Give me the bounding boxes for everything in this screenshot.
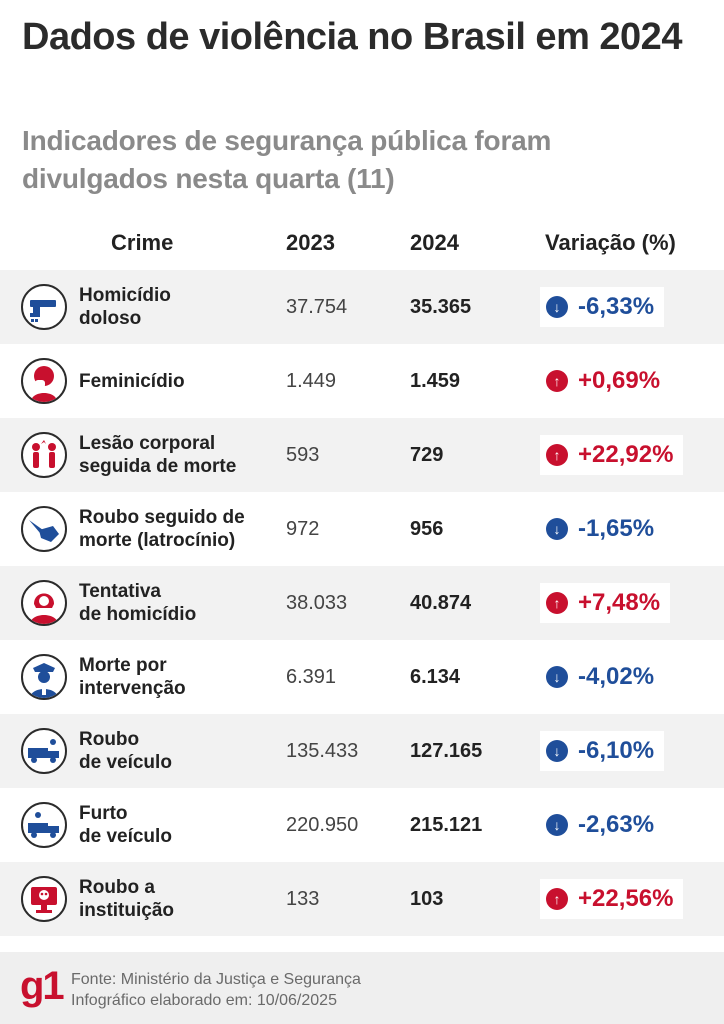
- variation-badge: ↑ +22,92%: [540, 435, 684, 475]
- police-officer-icon: [21, 654, 67, 700]
- table-row: Furto de veículo 220.950 215.121 ↓ -2,63%: [0, 788, 724, 862]
- crime-name: Roubo a instituição: [79, 877, 175, 921]
- table-row: Roubo a instituição 133 103 ↑ +22,56%: [0, 862, 724, 936]
- arrow-up-icon: ↑: [546, 888, 568, 910]
- value-2024: 729: [410, 443, 444, 466]
- variation-badge: ↓ -4,02%: [540, 657, 665, 697]
- truck-theft-icon: [21, 802, 67, 848]
- crime-name: Morte por intervenção: [79, 655, 186, 699]
- arrow-up-icon: ↑: [546, 370, 568, 392]
- variation-value: -6,33%: [578, 293, 655, 320]
- woman-icon: [21, 358, 67, 404]
- column-header-crime: Crime: [111, 230, 174, 255]
- column-header-2024: 2024: [410, 230, 459, 255]
- variation-badge: ↓ -1,65%: [540, 509, 665, 549]
- arrow-down-icon: ↓: [546, 814, 568, 836]
- value-2023: 220.950: [286, 813, 359, 836]
- value-2023: 133: [286, 887, 320, 910]
- value-2023: 38.033: [286, 591, 348, 614]
- variation-value: +22,56%: [578, 885, 674, 912]
- variation-badge: ↓ -2,63%: [540, 805, 665, 845]
- g1-logo: g1: [20, 964, 65, 1008]
- hooded-person-icon: [21, 580, 67, 626]
- crime-name: Feminicídio: [79, 370, 185, 392]
- value-2024: 1.459: [410, 369, 461, 392]
- variation-badge: ↑ +0,69%: [540, 361, 671, 401]
- variation-badge: ↑ +7,48%: [540, 583, 671, 623]
- page-subtitle: Indicadores de segurança pública foram d…: [22, 125, 552, 194]
- value-2024: 127.165: [410, 739, 483, 762]
- table-row: Feminicídio 1.449 1.459 ↑ +0,69%: [0, 344, 724, 418]
- crime-name: Tentativa de homicídio: [79, 581, 197, 625]
- variation-badge: ↓ -6,33%: [540, 287, 665, 327]
- variation-value: -4,02%: [578, 663, 655, 690]
- variation-value: -2,63%: [578, 811, 655, 838]
- variation-value: +7,48%: [578, 589, 661, 616]
- page-title: Dados de violência no Brasil em 2024: [22, 16, 682, 58]
- arrow-up-icon: ↑: [546, 444, 568, 466]
- footer: g1 Fonte: Ministério da Justiça e Segura…: [0, 952, 724, 1024]
- value-2023: 135.433: [286, 739, 359, 762]
- crime-name: Furto de veículo: [79, 803, 172, 847]
- value-2023: 593: [286, 443, 320, 466]
- crime-name: Lesão corporal seguida de morte: [79, 433, 237, 477]
- table-row: Homicídio doloso 37.754 35.365 ↓ -6,33%: [0, 270, 724, 344]
- knife-hand-icon: [21, 506, 67, 552]
- crime-name: Roubo seguido de morte (latrocínio): [79, 507, 245, 551]
- variation-badge: ↑ +22,56%: [540, 879, 684, 919]
- gun-icon: [21, 284, 67, 330]
- column-header-variation: Variação (%): [545, 230, 676, 255]
- value-2024: 215.121: [410, 813, 483, 836]
- value-2023: 6.391: [286, 665, 337, 688]
- table-row: Roubo seguido de morte (latrocínio) 972 …: [0, 492, 724, 566]
- fight-icon: [21, 432, 67, 478]
- value-2023: 1.449: [286, 369, 337, 392]
- variation-value: +0,69%: [578, 367, 661, 394]
- value-2023: 37.754: [286, 295, 348, 318]
- source-text: Fonte: Ministério da Justiça e Segurança: [71, 971, 361, 988]
- computer-skull-icon: [21, 876, 67, 922]
- value-2024: 956: [410, 517, 444, 540]
- arrow-down-icon: ↓: [546, 666, 568, 688]
- value-2023: 972: [286, 517, 320, 540]
- column-header-2023: 2023: [286, 230, 335, 255]
- arrow-down-icon: ↓: [546, 296, 568, 318]
- variation-value: +22,92%: [578, 441, 674, 468]
- arrow-down-icon: ↓: [546, 740, 568, 762]
- value-2024: 35.365: [410, 295, 472, 318]
- variation-value: -6,10%: [578, 737, 655, 764]
- value-2024: 103: [410, 887, 444, 910]
- table-header: Crime 2023 2024 Variação (%): [0, 222, 724, 266]
- variation-value: -1,65%: [578, 515, 655, 542]
- variation-badge: ↓ -6,10%: [540, 731, 665, 771]
- truck-robbery-icon: [21, 728, 67, 774]
- date-text: Infográfico elaborado em: 10/06/2025: [71, 992, 337, 1009]
- table-row: Lesão corporal seguida de morte 593 729 …: [0, 418, 724, 492]
- value-2024: 40.874: [410, 591, 472, 614]
- arrow-down-icon: ↓: [546, 518, 568, 540]
- table-row: Tentativa de homicídio 38.033 40.874 ↑ +7…: [0, 566, 724, 640]
- table-row: Morte por intervenção 6.391 6.134 ↓ -4,02…: [0, 640, 724, 714]
- table-row: Roubo de veículo 135.433 127.165 ↓ -6,10%: [0, 714, 724, 788]
- crime-name: Roubo de veículo: [79, 729, 172, 773]
- crime-table: Homicídio doloso 37.754 35.365 ↓ -6,33% F…: [0, 270, 724, 936]
- crime-name: Homicídio doloso: [79, 285, 171, 329]
- value-2024: 6.134: [410, 665, 461, 688]
- arrow-up-icon: ↑: [546, 592, 568, 614]
